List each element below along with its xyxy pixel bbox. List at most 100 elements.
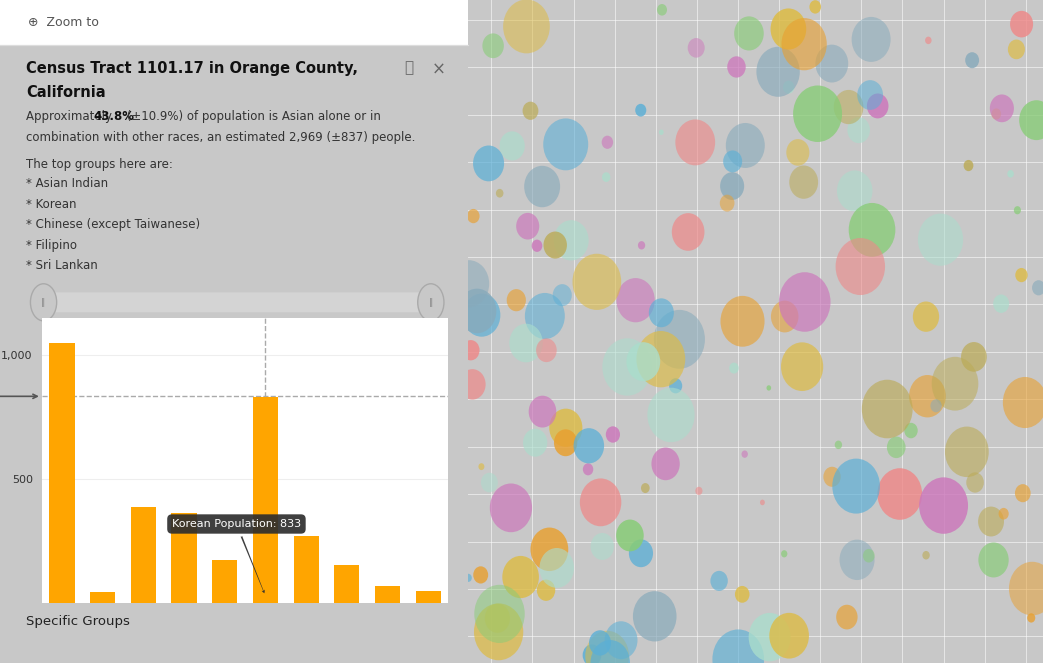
Circle shape <box>448 260 489 307</box>
Circle shape <box>742 450 748 458</box>
Circle shape <box>676 119 715 165</box>
Text: * Korean: * Korean <box>26 198 76 211</box>
Circle shape <box>585 631 629 663</box>
Circle shape <box>887 436 905 458</box>
Text: ‖: ‖ <box>429 298 433 307</box>
Circle shape <box>669 378 682 393</box>
Circle shape <box>1032 280 1043 296</box>
Circle shape <box>654 310 705 369</box>
Circle shape <box>475 585 525 643</box>
Circle shape <box>781 342 823 391</box>
Bar <box>293 536 319 603</box>
Circle shape <box>1015 268 1027 282</box>
Circle shape <box>1019 100 1043 140</box>
Circle shape <box>1015 484 1030 503</box>
Circle shape <box>1009 562 1043 615</box>
Circle shape <box>539 548 574 588</box>
Circle shape <box>721 296 765 347</box>
Circle shape <box>909 375 946 418</box>
Circle shape <box>945 426 989 477</box>
Circle shape <box>638 241 646 249</box>
Circle shape <box>652 448 680 480</box>
Text: Census Tract 1101.17 in Orange County,: Census Tract 1101.17 in Orange County, <box>26 61 358 76</box>
Text: ×: × <box>432 61 445 79</box>
Circle shape <box>720 195 734 211</box>
Circle shape <box>918 213 963 266</box>
Circle shape <box>833 90 864 124</box>
Circle shape <box>649 298 674 328</box>
Circle shape <box>463 294 501 337</box>
Circle shape <box>781 18 827 70</box>
Circle shape <box>602 172 610 182</box>
Text: The top groups here are:: The top groups here are: <box>26 158 173 171</box>
Circle shape <box>965 52 979 68</box>
Circle shape <box>779 272 830 332</box>
Circle shape <box>966 472 984 493</box>
Circle shape <box>507 289 526 311</box>
Circle shape <box>729 363 738 373</box>
Circle shape <box>529 396 556 428</box>
Circle shape <box>863 549 875 562</box>
Circle shape <box>930 399 942 412</box>
Circle shape <box>657 4 668 16</box>
Circle shape <box>479 463 484 470</box>
Circle shape <box>633 591 677 642</box>
Circle shape <box>616 520 644 552</box>
Circle shape <box>760 500 765 505</box>
Text: California: California <box>26 85 105 100</box>
Circle shape <box>500 131 525 160</box>
Circle shape <box>590 640 630 663</box>
Circle shape <box>790 166 818 199</box>
Bar <box>415 591 441 603</box>
Circle shape <box>605 621 637 659</box>
Circle shape <box>1010 11 1034 37</box>
Circle shape <box>786 139 809 166</box>
Circle shape <box>867 93 889 119</box>
Circle shape <box>1027 613 1036 623</box>
Circle shape <box>978 542 1009 577</box>
Circle shape <box>925 36 931 44</box>
Circle shape <box>532 239 542 252</box>
Circle shape <box>589 631 611 656</box>
Circle shape <box>516 213 539 239</box>
Circle shape <box>696 487 703 495</box>
Circle shape <box>834 441 842 449</box>
Circle shape <box>672 213 704 251</box>
Bar <box>374 586 401 603</box>
Circle shape <box>554 220 588 261</box>
Circle shape <box>603 338 652 396</box>
Circle shape <box>727 56 746 78</box>
Circle shape <box>840 540 875 580</box>
Circle shape <box>580 479 622 526</box>
Circle shape <box>756 47 800 97</box>
Circle shape <box>474 145 504 182</box>
Circle shape <box>816 44 848 82</box>
Circle shape <box>418 284 444 321</box>
Circle shape <box>836 605 857 629</box>
Text: Korean Population: 833: Korean Population: 833 <box>172 519 301 593</box>
Circle shape <box>490 483 532 532</box>
Circle shape <box>1014 206 1021 214</box>
Bar <box>334 565 360 603</box>
Circle shape <box>606 426 620 443</box>
Circle shape <box>627 342 660 381</box>
Circle shape <box>481 473 498 493</box>
Circle shape <box>852 17 891 62</box>
Circle shape <box>635 104 647 117</box>
Circle shape <box>832 459 880 514</box>
Circle shape <box>767 385 771 391</box>
Circle shape <box>525 166 560 208</box>
Circle shape <box>474 603 524 660</box>
Circle shape <box>554 430 577 456</box>
Circle shape <box>961 342 987 372</box>
Circle shape <box>583 644 602 663</box>
Circle shape <box>485 604 510 633</box>
Bar <box>0 0 468 45</box>
Bar <box>171 513 197 603</box>
Circle shape <box>523 101 538 120</box>
Circle shape <box>543 119 588 170</box>
Bar <box>212 560 238 603</box>
Circle shape <box>862 380 913 438</box>
Circle shape <box>641 483 650 493</box>
Circle shape <box>467 209 480 223</box>
